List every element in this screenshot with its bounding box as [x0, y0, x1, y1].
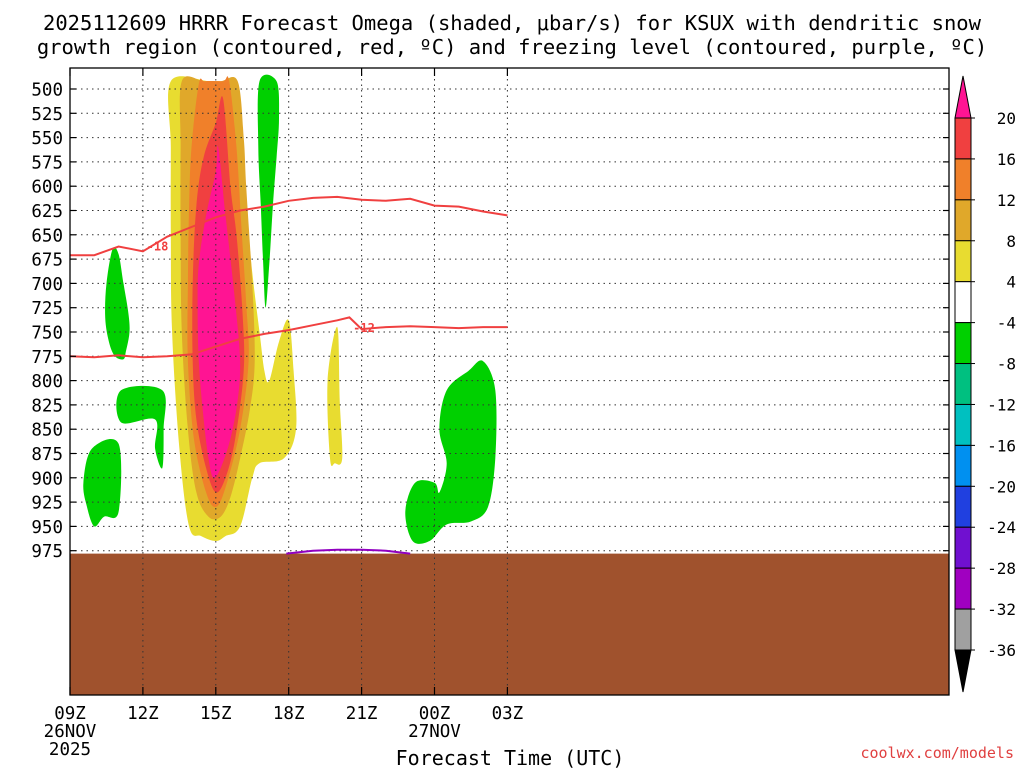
- y-tick-label: 550: [31, 129, 63, 149]
- colorbar-swatch: [954, 158, 972, 201]
- y-tick-label: 800: [31, 372, 63, 392]
- contour-label-neg12: -12: [353, 321, 375, 335]
- colorbar-swatch: [954, 322, 972, 365]
- colorbar-swatch: [954, 608, 972, 651]
- omega-region-neg4-9: [83, 438, 122, 527]
- y-tick-label: 750: [31, 324, 63, 344]
- omega-region-neg4-7: [105, 247, 130, 360]
- x-tick-date: 26NOV: [44, 722, 97, 742]
- dgz-contour-neg12: [70, 316, 508, 359]
- y-tick-label: 825: [31, 396, 63, 416]
- colorbar-label: 16: [997, 150, 1016, 169]
- colorbar-swatch: [954, 117, 972, 160]
- x-tick-label: 12Z: [127, 704, 159, 724]
- dgz-contour-neg18: [70, 195, 508, 257]
- x-tick-label: 18Z: [273, 704, 305, 724]
- y-axis-ticks: 500 525 550 575 600 625 650 675 700 725 750 775 800 8…: [31, 81, 949, 562]
- x-tick-date: 27NOV: [408, 722, 461, 742]
- y-tick-label: 700: [31, 275, 63, 295]
- x-tick-label: 21Z: [346, 704, 378, 724]
- colorbar-swatch: [954, 485, 972, 528]
- y-tick-label: 900: [31, 469, 63, 489]
- credit-text: coolwx.com/models: [860, 744, 1014, 762]
- y-tick-label: 925: [31, 494, 63, 514]
- x-tick-label: 09Z: [54, 704, 86, 724]
- colorbar-swatch: [954, 444, 972, 487]
- y-tick-label: 575: [31, 153, 63, 173]
- colorbar: 20 16 12 8 4 -4 -8 -12 -16 -20 -24 -28 -32 -36: [954, 75, 1016, 693]
- colorbar-swatch: [954, 199, 972, 242]
- colorbar-label: 8: [1006, 232, 1016, 251]
- x-axis-label: Forecast Time (UTC): [396, 746, 625, 768]
- colorbar-bottom-triangle: [954, 649, 972, 693]
- colorbar-label: 4: [1006, 273, 1016, 292]
- y-tick-label: 675: [31, 251, 63, 271]
- omega-shaded-regions: [83, 74, 497, 544]
- terrain-band: [70, 553, 949, 695]
- chart-title-line-1: 2025112609 HRRR Forecast Omega (shaded, …: [43, 11, 982, 35]
- omega-region-20-5: [197, 145, 241, 479]
- x-tick-year: 2025: [49, 740, 91, 760]
- colorbar-label: -36: [987, 641, 1016, 660]
- y-tick-label: 500: [31, 81, 63, 101]
- y-tick-label: 975: [31, 542, 63, 562]
- grid-lines: [70, 68, 949, 695]
- omega-region-neg4-10: [405, 360, 497, 544]
- colorbar-label: 12: [997, 191, 1016, 210]
- terrain-fill: [70, 553, 949, 695]
- chart-title-line-2: growth region (contoured, red, ºC) and f…: [37, 35, 987, 59]
- y-tick-label: 650: [31, 226, 63, 246]
- omega-region-neg4-6: [257, 74, 280, 308]
- colorbar-label: -32: [987, 600, 1016, 619]
- x-tick-label: 03Z: [492, 704, 524, 724]
- y-tick-label: 950: [31, 518, 63, 538]
- colorbar-label: -4: [997, 314, 1016, 333]
- colorbar-swatch: [954, 526, 972, 569]
- y-tick-label: 525: [31, 105, 63, 125]
- y-tick-label: 600: [31, 178, 63, 198]
- contour-label-neg18: -18: [147, 239, 169, 253]
- y-tick-label: 725: [31, 299, 63, 319]
- colorbar-label: -8: [997, 355, 1016, 374]
- colorbar-swatch: [954, 281, 972, 324]
- y-tick-label: 775: [31, 348, 63, 368]
- freezing-level-contour: [286, 548, 411, 555]
- colorbar-label: -12: [987, 395, 1016, 414]
- colorbar-label: -28: [987, 559, 1016, 578]
- colorbar-swatch: [954, 403, 972, 446]
- colorbar-label: -20: [987, 477, 1016, 496]
- colorbar-label: -16: [987, 436, 1016, 455]
- colorbar-label: 20: [997, 109, 1016, 128]
- colorbar-label: -24: [987, 518, 1016, 537]
- omega-region-4-1: [327, 326, 343, 467]
- plot-frame: [69, 67, 950, 696]
- omega-region-neg4-8: [116, 385, 166, 469]
- colorbar-swatch: [954, 363, 972, 405]
- y-tick-label: 625: [31, 202, 63, 222]
- y-tick-label: 875: [31, 445, 63, 465]
- contour-lines: -18 -12: [70, 195, 508, 555]
- colorbar-swatch: [954, 567, 972, 610]
- colorbar-swatch: [954, 240, 972, 283]
- y-tick-label: 850: [31, 421, 63, 441]
- x-tick-label: 00Z: [419, 704, 451, 724]
- x-tick-label: 15Z: [200, 704, 232, 724]
